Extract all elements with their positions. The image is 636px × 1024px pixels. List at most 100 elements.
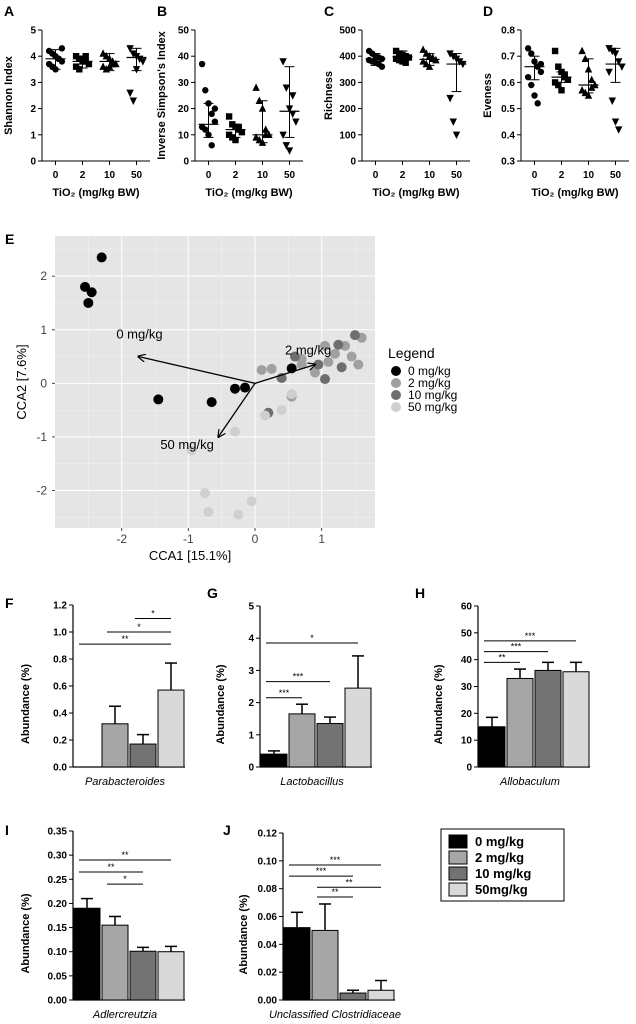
data-point (282, 84, 290, 92)
y-tick-label: 40 (178, 52, 190, 63)
data-point (292, 118, 300, 126)
data-point (346, 351, 357, 362)
legend-swatch (448, 850, 468, 865)
data-point (531, 92, 538, 99)
data-point (83, 297, 94, 308)
legend-marker (391, 390, 401, 400)
arrow-label: 50 mg/kg (160, 437, 213, 452)
panel-letter: A (4, 3, 14, 19)
data-point (202, 87, 209, 94)
y-tick-label: 1.2 (53, 601, 67, 612)
data-point (279, 58, 287, 66)
arrow-label: 0 mg/kg (116, 327, 162, 342)
y-tick-label: 5 (30, 26, 36, 37)
x-tick-label: 10 (424, 170, 436, 181)
bar (283, 927, 311, 1001)
y-tick-label: 0.20 (48, 899, 68, 910)
data-point (618, 63, 626, 71)
data-point (333, 339, 344, 350)
data-point (456, 58, 464, 66)
data-point (524, 73, 532, 81)
data-point (230, 426, 240, 437)
data-point (558, 87, 565, 94)
y-tick-label: 20 (461, 709, 473, 720)
x-tick-label: 0 (206, 170, 212, 181)
legend-label: 0 mg/kg (408, 364, 451, 378)
data-point (588, 83, 596, 91)
legend-swatch (448, 866, 468, 881)
data-point (296, 359, 307, 370)
y-tick-label: 1 (40, 323, 47, 337)
y-axis-label: Shannon Index (3, 55, 15, 135)
x-axis-label: TiO₂ (mg/kg BW) (531, 187, 619, 199)
panel-letter: I (5, 822, 9, 838)
data-point (225, 131, 233, 138)
x-axis-label: TiO₂ (mg/kg BW) (205, 187, 293, 199)
data-point (320, 340, 330, 351)
bar (562, 671, 590, 768)
data-point (584, 91, 593, 99)
data-point (85, 60, 93, 68)
y-tick-label: 0.25 (48, 875, 68, 886)
data-point (58, 45, 66, 52)
bar (129, 743, 157, 768)
significance-label: *** (316, 866, 327, 876)
bar (157, 951, 185, 1001)
arrow (218, 382, 256, 437)
panel-letter: C (324, 3, 334, 19)
data-point (289, 92, 297, 100)
y-axis-label: Abundance (%) (20, 893, 32, 973)
x-tick-label: 0 (53, 170, 59, 181)
data-point (336, 362, 347, 373)
data-point (129, 97, 137, 105)
significance-label: * (123, 874, 127, 884)
y-tick-label: 0.6 (53, 682, 67, 693)
significance-label: ** (498, 652, 506, 662)
y-tick-label: 2 (30, 104, 36, 115)
data-point (392, 55, 400, 63)
data-point (534, 100, 541, 107)
y-tick-label: 0.02 (258, 968, 278, 979)
data-point (608, 97, 616, 105)
significance-label: *** (511, 642, 522, 652)
x-tick-label: 2 (400, 170, 406, 181)
panel-d-chart: D 0.3 0.4 0.5 0.6 0.7 0.8 Eveness 0 2 10 50 TiO₂ (mg… (482, 3, 629, 199)
data-point (76, 66, 83, 73)
data-point (211, 105, 219, 112)
data-point (240, 382, 250, 393)
bar (101, 723, 129, 768)
significance-label: *** (279, 688, 290, 698)
data-point (126, 89, 134, 98)
y-tick-label: 5 (248, 602, 254, 613)
x-tick-label: 10 (104, 170, 116, 181)
y-tick-label: 0.05 (48, 971, 68, 982)
y-tick-label: 0.8 (501, 26, 515, 37)
data-point (290, 351, 300, 362)
y-tick-label: 200 (339, 104, 356, 115)
panel-letter: E (5, 231, 14, 247)
data-point (276, 405, 287, 416)
x-tick-label: 50 (131, 170, 143, 181)
y-tick-label: 10 (461, 736, 473, 747)
data-point (615, 58, 623, 66)
data-point (449, 53, 457, 61)
y-tick-label: 0 (350, 157, 356, 168)
legend-title: Legend (388, 345, 435, 361)
data-point (446, 50, 454, 58)
x-tick-label: -2 (116, 532, 127, 546)
data-point (202, 126, 209, 133)
x-axis-label: Allobaculum (499, 776, 560, 788)
data-point (225, 113, 233, 120)
data-point (238, 128, 246, 136)
x-axis-label: TiO₂ (mg/kg BW) (372, 187, 460, 199)
data-point (378, 63, 386, 70)
x-tick-label: 50 (284, 170, 296, 181)
data-point (230, 383, 240, 394)
legend-marker (391, 402, 401, 412)
legend-label: 2 mg/kg (408, 376, 451, 390)
y-tick-label: 20 (178, 104, 190, 115)
y-axis-label: Richness (323, 71, 335, 120)
significance-label: ** (121, 850, 129, 860)
